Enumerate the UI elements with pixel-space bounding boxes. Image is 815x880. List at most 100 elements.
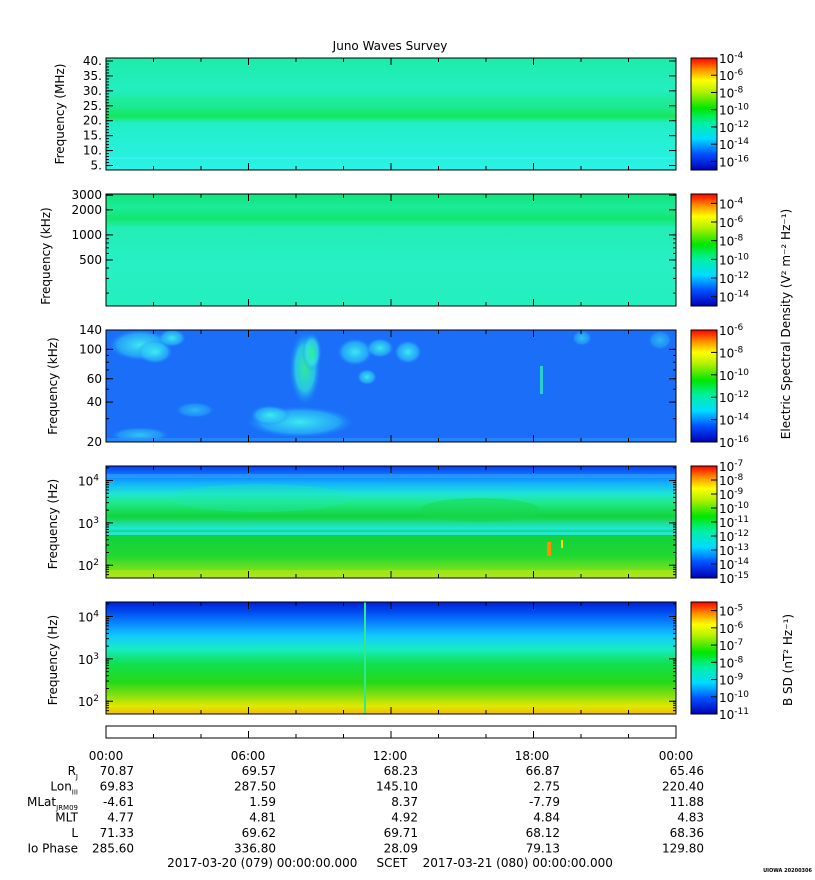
ephemeris-value: 145.10	[376, 780, 418, 794]
colorbar-tick-label: 10-10	[719, 690, 749, 705]
ephemeris-value: 4.92	[391, 811, 418, 825]
colorbar-tick-label: 10-13	[719, 543, 749, 558]
panel-3-x-ticks	[105, 330, 677, 442]
y-tick-label: 104	[78, 610, 99, 625]
y-tick-label: 10.	[83, 144, 102, 158]
ephemeris-value: -4.61	[103, 795, 134, 809]
ephemeris-value: 2.75	[533, 780, 560, 794]
time-axis: 00:00 06:00 12:00 18:00 00:00 RJ 70.87 69.57 68…	[27, 725, 704, 856]
colorbar-tick-label: 10-6	[719, 323, 744, 338]
colorbar-tick-label: 10-8	[719, 234, 744, 249]
ephemeris-value: 220.40	[662, 780, 704, 794]
colorbar-tick-label: 10-10	[719, 501, 749, 516]
y-tick-label: 500	[79, 253, 102, 267]
panel-1-ylabel: Frequency (MHz)	[53, 64, 67, 165]
y-tick-label: 20.	[83, 114, 102, 128]
colorbar-tick-label: 10-14	[719, 557, 749, 572]
ephemeris-row-label: MLatJRM09	[27, 795, 78, 812]
colorbar-tick-label: 10-5	[719, 604, 743, 619]
ephemeris-row-label: Io Phase	[27, 842, 78, 856]
ephemeris-row-label: L	[71, 826, 78, 840]
ephemeris-value: 8.37	[391, 795, 418, 809]
colorbar-tick-label: 10-12	[719, 271, 749, 286]
ephemeris-value: 28.09	[384, 842, 418, 856]
colorbar-tick-label: 10-10	[719, 368, 749, 383]
y-tick-label: 40.	[83, 54, 102, 68]
colorbar-tick-label: 10-6	[719, 621, 744, 636]
y-tick-label: 15.	[83, 129, 102, 143]
colorbar-tick-label: 10-10	[719, 252, 749, 267]
panel-1-band	[106, 157, 676, 159]
y-tick-label: 20	[87, 435, 102, 449]
time-range: 2017-03-20 (079) 00:00:00.000 SCET 2017-…	[167, 856, 613, 870]
y-tick-label: 102	[78, 694, 99, 709]
colorbar-tick-label: 10-14	[719, 413, 749, 428]
ephemeris-value: 69.83	[100, 780, 134, 794]
y-tick-label: 103	[78, 652, 99, 667]
ephemeris-value: 4.83	[677, 811, 704, 825]
colorbar-tick-label: 10-7	[719, 459, 743, 474]
ephemeris-value: 69.71	[384, 826, 418, 840]
time-tick-label: 00:00	[89, 749, 124, 763]
colorbar-tick-label: 10-8	[719, 85, 744, 100]
panel-2-colorbar: 10-4 10-6 10-8 10-10 10-12 10-14	[690, 193, 749, 307]
panel-3-emissions	[106, 330, 676, 442]
time-tick-label: 18:00	[515, 749, 550, 763]
ephemeris-value: 69.62	[242, 826, 276, 840]
panel-1-x-ticks	[105, 58, 677, 170]
ephemeris-value: 4.84	[533, 811, 560, 825]
colorbar-gradient	[690, 193, 718, 307]
y-tick-label: 3000	[71, 188, 102, 202]
colorbar-tick-label: 10-8	[719, 473, 744, 488]
colorbar-tick-label: 10-16	[719, 435, 749, 450]
time-tick-label: 06:00	[231, 749, 266, 763]
ephemeris-row-label: LonIII	[50, 780, 78, 797]
colorbar-gradient	[690, 57, 718, 171]
panel-5-spectrogram	[106, 602, 676, 714]
colorbar-tick-label: 10-4	[719, 196, 744, 211]
electric-density-unit: Electric Spectral Density (V² m⁻² Hz⁻¹)	[779, 209, 793, 439]
ephemeris-value: 285.60	[92, 842, 134, 856]
ephemeris-value: 287.50	[234, 780, 276, 794]
time-axis-labels: 00:00 06:00 12:00 18:00 00:00	[89, 749, 694, 763]
y-tick-label: 35.	[83, 69, 102, 83]
colorbar-tick-label: 10-11	[719, 707, 749, 722]
colorbar-tick-label: 10-12	[719, 390, 749, 405]
y-tick-label: 25.	[83, 99, 102, 113]
colorbar-tick-label: 10-9	[719, 487, 744, 502]
colorbar-tick-label: 10-16	[719, 154, 749, 169]
colorbar-tick-label: 10-14	[719, 290, 749, 305]
ephemeris-value: 4.77	[107, 811, 134, 825]
ephemeris-value: 68.12	[526, 826, 560, 840]
panel-5-x-ticks	[105, 602, 677, 714]
colorbar-tick-label: 10-4	[719, 51, 744, 66]
y-tick-label: 30.	[83, 84, 102, 98]
ephemeris-value: 68.36	[670, 826, 704, 840]
panel-5-colorbar: 10-5 10-6 10-7 10-8 10-9 10-10 10-11	[690, 601, 749, 722]
ephemeris-value: 336.80	[234, 842, 276, 856]
ephemeris-value: 65.46	[670, 764, 704, 778]
time-tick-label: 12:00	[373, 749, 408, 763]
ephemeris-row-label: MLT	[55, 811, 78, 825]
y-tick-label: 103	[78, 516, 99, 531]
y-tick-label: 104	[78, 474, 99, 489]
panel-3-ylabel: Frequency (kHz)	[46, 337, 60, 434]
colorbar-tick-label: 10-12	[719, 120, 749, 135]
y-tick-label: 1000	[71, 228, 102, 242]
ephemeris-value: 69.57	[242, 764, 276, 778]
colorbar-tick-label: 10-8	[719, 655, 744, 670]
colorbar-gradient	[690, 329, 718, 443]
y-tick-label: 140	[79, 323, 102, 337]
colorbar-tick-label: 10-9	[719, 673, 744, 688]
ephemeris-table: RJ 70.87 69.57 68.23 66.87 65.46 LonIII 69.83 28…	[27, 764, 704, 856]
time-tick-label: 00:00	[659, 749, 694, 763]
panel-3-colorbar: 10-6 10-8 10-10 10-12 10-14 10-16	[690, 323, 749, 450]
panel-5-ylabel: Frequency (Hz)	[46, 615, 60, 706]
footer-mark: UIOWA 20200306	[763, 868, 812, 874]
panel-1-colorbar: 10-4 10-6 10-8 10-10 10-12 10-14 10-16	[690, 51, 749, 171]
colorbar-tick-label: 10-8	[719, 345, 744, 360]
